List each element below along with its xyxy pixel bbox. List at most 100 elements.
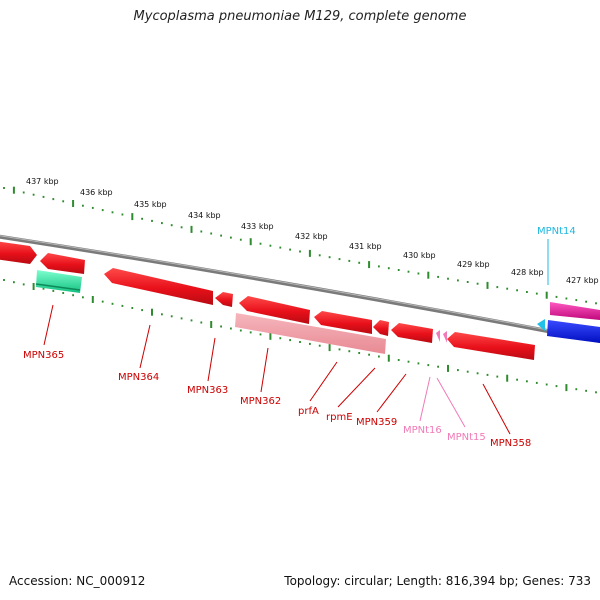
gene-label-mpnt14: MPNt14 (537, 226, 576, 237)
inner-minor-tick (466, 370, 469, 373)
outer-minor-tick (210, 232, 213, 235)
kbp-label-436: 436 kbp (80, 188, 113, 197)
outer-minor-tick (82, 204, 84, 207)
inner-minor-tick (427, 364, 430, 367)
gene-arrow-pseudo-light[interactable] (235, 313, 386, 354)
gene-arrow-prfa[interactable] (314, 311, 372, 334)
outer-minor-tick (91, 206, 94, 209)
outer-minor-tick (476, 282, 479, 285)
inner-major-tick (387, 354, 390, 362)
outer-minor-tick (555, 295, 558, 298)
outer-major-tick (12, 186, 15, 194)
outer-minor-tick (220, 234, 222, 237)
inner-minor-tick (368, 353, 370, 356)
gene-label-rpme: rpmE (326, 412, 353, 423)
outer-minor-tick (565, 297, 568, 300)
gene-label-mpn363: MPN363 (187, 385, 228, 396)
outer-minor-tick (299, 250, 301, 253)
outer-minor-tick (42, 195, 45, 198)
genome-backbone-highlight (0, 235, 600, 341)
inner-minor-tick (249, 331, 252, 334)
gene-arrow-mpn365[interactable] (35, 270, 82, 293)
kbp-label-434: 434 kbp (188, 211, 221, 220)
gene-label-mpnt15: MPNt15 (447, 432, 486, 443)
outer-minor-tick (585, 300, 587, 303)
outer-minor-tick (437, 275, 439, 278)
inner-minor-tick (13, 281, 15, 284)
outer-minor-tick (121, 213, 124, 216)
inner-minor-tick (220, 325, 222, 328)
inner-minor-tick (161, 313, 163, 316)
inner-minor-tick (42, 287, 45, 290)
inner-minor-tick (131, 307, 134, 309)
inner-minor-tick (378, 355, 380, 358)
gene-arrow-mpn358[interactable] (447, 332, 535, 360)
outer-minor-tick (151, 219, 153, 222)
outer-minor-tick (358, 261, 361, 264)
outer-minor-tick (170, 224, 173, 227)
gene-arrow-mpn365-top[interactable] (40, 253, 85, 274)
outer-major-tick (131, 213, 134, 221)
inner-minor-tick (279, 337, 282, 340)
outer-minor-tick (535, 292, 538, 295)
inner-minor-tick (437, 365, 439, 368)
inner-minor-tick (486, 373, 489, 376)
kbp-label-427: 427 kbp (566, 276, 599, 285)
inner-minor-tick (190, 319, 193, 322)
gene-arrow-mpnt14[interactable] (550, 302, 600, 320)
gene-arrow-mpnt16[interactable] (436, 330, 440, 342)
outer-minor-tick (230, 236, 232, 239)
outer-minor-tick (62, 200, 65, 203)
inner-minor-tick (62, 292, 65, 294)
gene-arrow-blue[interactable] (547, 320, 600, 343)
inner-minor-tick (545, 383, 548, 386)
outer-minor-tick (348, 259, 351, 262)
inner-minor-tick (52, 289, 55, 292)
outer-major-tick (308, 249, 311, 257)
inner-minor-tick (535, 381, 538, 384)
gene-arrow-mpnt15[interactable] (443, 331, 447, 343)
gene-label-mpn362: MPN362 (240, 396, 281, 407)
gene-arrow-mpn362[interactable] (239, 296, 310, 324)
gene-arrow-mpn363[interactable] (215, 292, 233, 307)
gene-arrow-outer-left[interactable] (0, 241, 37, 264)
gene-label-mpn364: MPN364 (118, 372, 159, 383)
kbp-label-435: 435 kbp (134, 200, 167, 209)
outer-minor-tick (111, 211, 114, 214)
outer-minor-tick (595, 302, 597, 305)
kbp-label-437: 437 kbp (26, 177, 59, 186)
outer-minor-tick (52, 198, 55, 201)
gene-label-mpn358: MPN358 (490, 438, 531, 449)
gene-arrow-mpn359[interactable] (391, 323, 433, 343)
inner-minor-tick (318, 344, 321, 347)
inner-minor-tick (170, 315, 173, 318)
inner-minor-tick (121, 304, 124, 307)
outer-minor-tick (101, 209, 104, 212)
inner-minor-tick (141, 309, 143, 312)
genome-stats-label: Topology: circular; Length: 816,394 bp; … (284, 574, 591, 588)
outer-minor-tick (141, 217, 143, 220)
inner-major-tick (565, 384, 568, 392)
inner-minor-tick (555, 385, 558, 388)
inner-major-tick (32, 283, 35, 290)
outer-major-tick (368, 261, 371, 269)
outer-minor-tick (378, 265, 380, 268)
outer-minor-tick (279, 246, 282, 249)
kbp-label-433: 433 kbp (241, 222, 274, 231)
outer-major-tick (486, 281, 489, 289)
genome-backbone (0, 234, 600, 344)
inner-minor-tick (348, 350, 351, 353)
gene-arrow-cyan-marker[interactable] (537, 319, 545, 331)
inner-minor-tick (101, 300, 104, 303)
gene-arrow-mpn364[interactable] (104, 268, 213, 305)
outer-minor-tick (516, 289, 518, 292)
kbp-label-431: 431 kbp (349, 242, 382, 251)
gene-arrow-rpme[interactable] (373, 320, 389, 336)
outer-minor-tick (259, 242, 262, 245)
gene-label-mpnt16: MPNt16 (403, 425, 442, 436)
inner-minor-tick (111, 302, 114, 305)
outer-major-tick (72, 200, 75, 207)
outer-major-tick (249, 238, 252, 246)
inner-major-tick (151, 308, 153, 316)
